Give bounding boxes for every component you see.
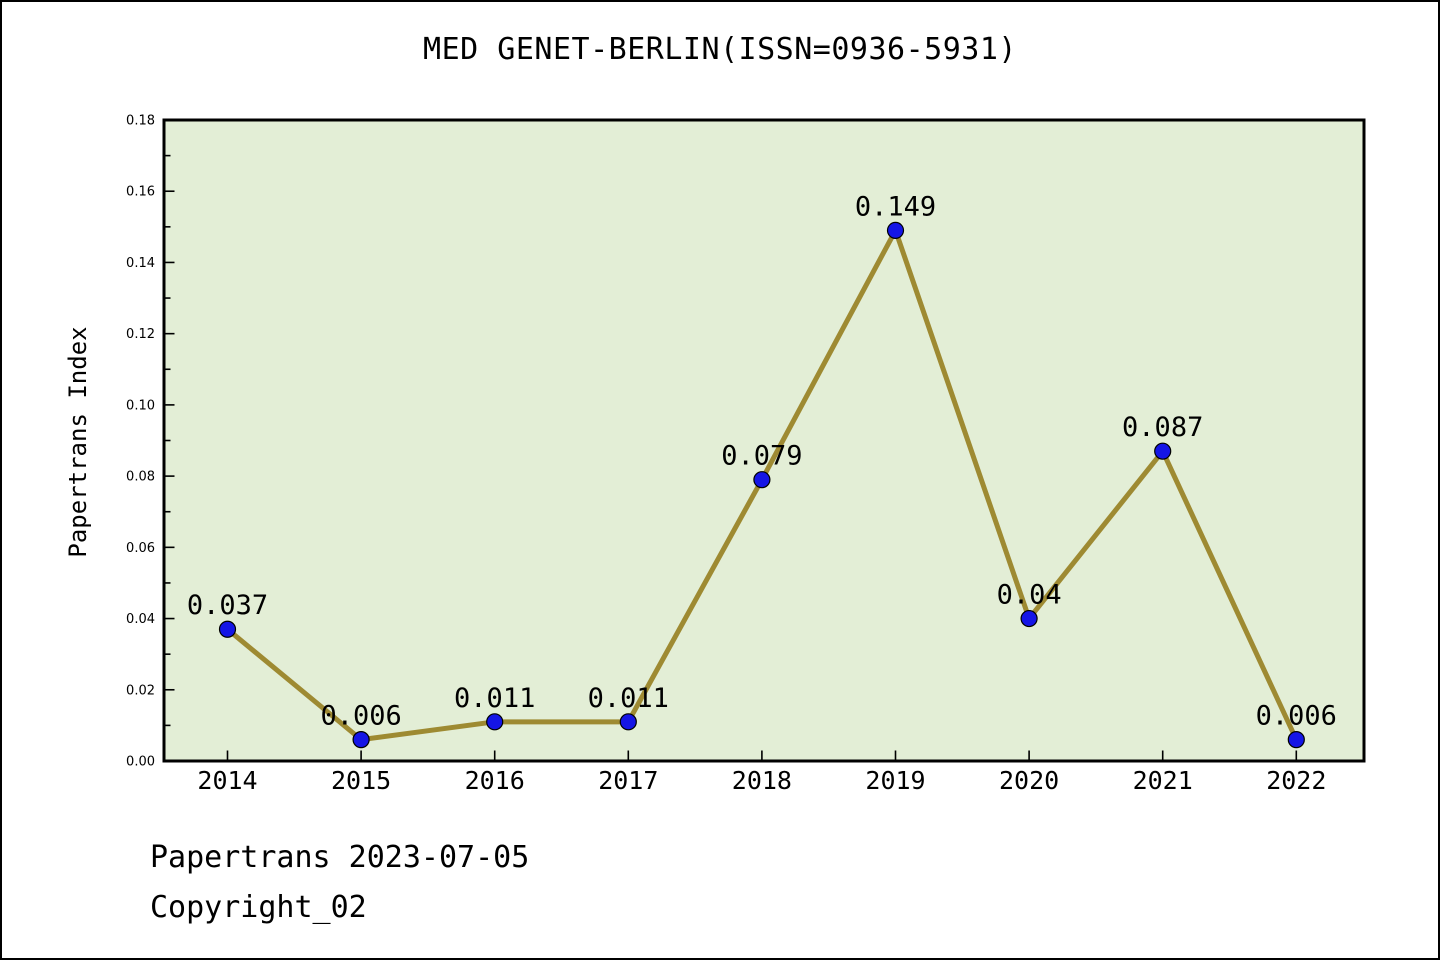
chart-title: MED GENET-BERLIN(ISSN=0936-5931): [423, 32, 1017, 67]
y-tick-label: 0.18: [126, 114, 155, 129]
y-tick-label: 0.02: [126, 683, 155, 698]
data-point-label: 0.079: [721, 441, 802, 472]
footer-papertrans-date: Papertrans 2023-07-05: [150, 840, 530, 875]
y-tick-label: 0.16: [126, 185, 155, 200]
data-point-label: 0.149: [855, 191, 936, 222]
y-tick-label: 0.14: [126, 256, 155, 271]
data-point-label: 0.006: [1256, 701, 1337, 732]
data-point: [1287, 731, 1305, 749]
plot-frame: [162, 118, 1366, 763]
data-point-label: 0.087: [1122, 412, 1203, 443]
x-tick-label: 2021: [1133, 766, 1193, 795]
y-tick-label: 0.06: [126, 541, 155, 556]
x-tick-label: 2014: [197, 766, 257, 795]
x-tick-label: 2015: [331, 766, 391, 795]
footer-copyright: Copyright_02: [150, 890, 367, 925]
data-point-label: 0.011: [588, 683, 669, 714]
y-tick-label: 0.10: [126, 398, 155, 413]
data-point: [352, 731, 370, 749]
plot-background: [164, 120, 1364, 761]
data-point: [619, 713, 637, 731]
y-tick-label: 0.00: [126, 755, 155, 770]
data-point: [1020, 609, 1038, 628]
data-point: [886, 221, 905, 239]
data-point: [486, 713, 504, 731]
x-tick-label: 2020: [999, 766, 1059, 795]
y-tick-label: 0.04: [126, 612, 155, 627]
data-point-label: 0.04: [997, 580, 1062, 611]
y-tick-label: 0.12: [126, 327, 155, 342]
data-point-label: 0.037: [187, 590, 268, 621]
x-tick-label: 2017: [598, 766, 658, 795]
data-point: [753, 471, 771, 489]
data-point-label: 0.011: [454, 683, 535, 714]
y-tick-label: 0.08: [126, 470, 155, 485]
data-point: [1154, 442, 1172, 460]
data-point-label: 0.006: [320, 701, 401, 732]
x-tick-label: 2022: [1266, 766, 1326, 795]
data-point: [218, 620, 237, 638]
x-tick-label: 2016: [465, 766, 525, 795]
x-tick-label: 2019: [865, 766, 925, 795]
x-tick-label: 2018: [732, 766, 792, 795]
